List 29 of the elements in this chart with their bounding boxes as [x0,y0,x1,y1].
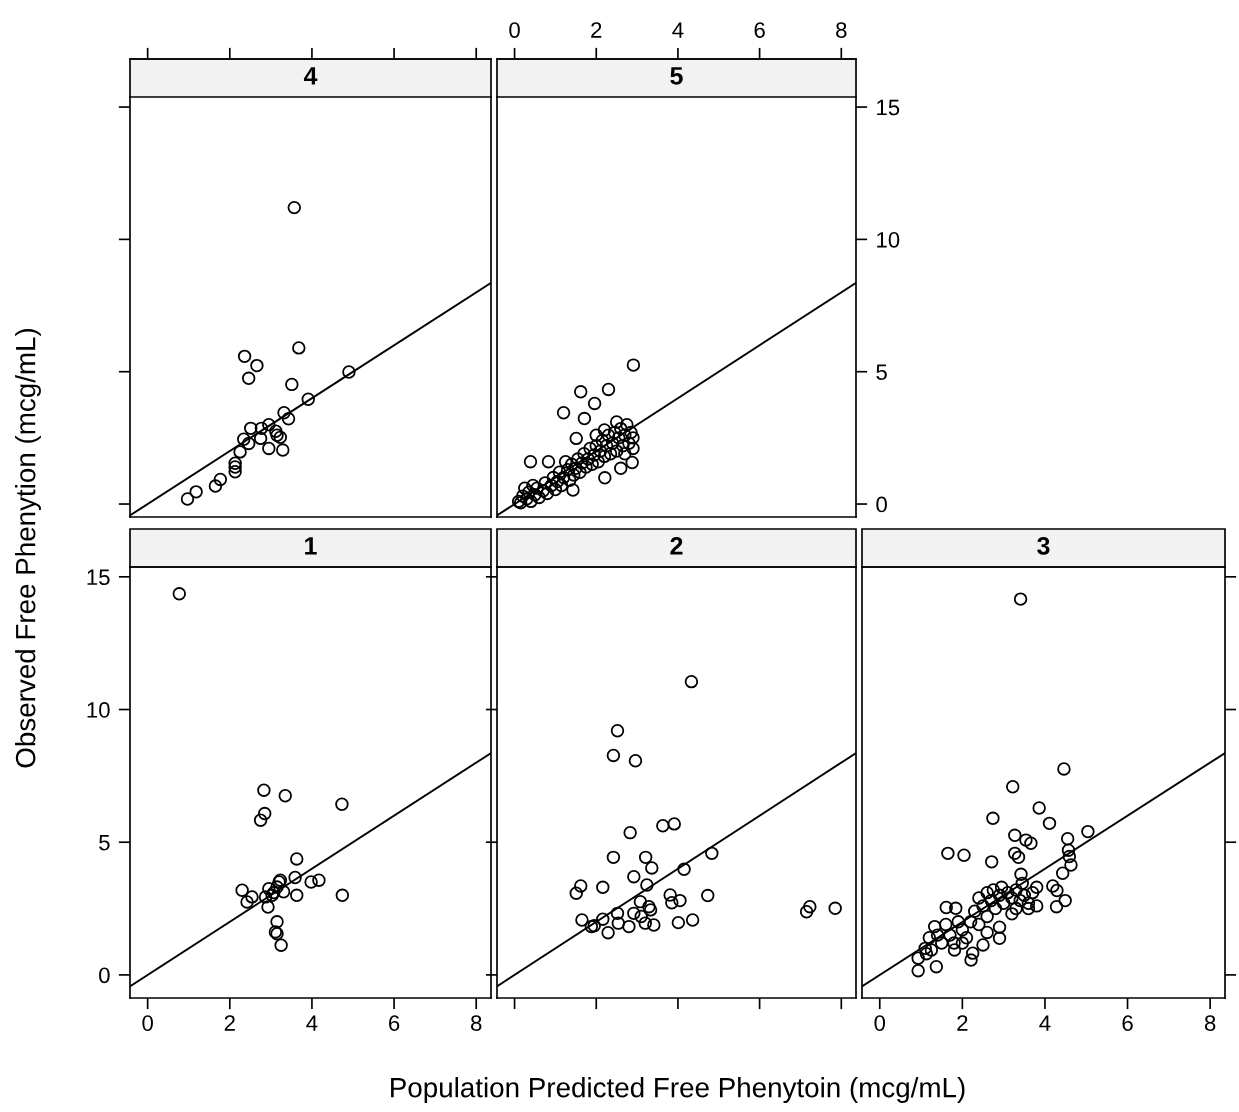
chart-title: 5 [670,67,683,85]
y-axis-title: Observed Free Phenytion (mcg/mL) [15,328,41,768]
x-tick-label: 8 [471,1015,482,1031]
y-tick-label: 0 [876,496,887,513]
x-tick-label: 2 [591,22,602,38]
x-tick-label: 8 [836,22,847,38]
x-tick-label: 6 [389,1015,400,1031]
y-tick-label: 10 [877,231,900,248]
x-tick-label: 4 [306,1015,318,1031]
chart-title: 3 [1037,537,1050,555]
chart-title: 1 [305,537,317,555]
x-tick-label: 2 [224,1015,235,1031]
chart-title: 4 [303,67,318,85]
chart-title: 2 [670,537,683,555]
x-tick-label: 8 [1204,1015,1216,1031]
x-tick-label: 4 [1039,1015,1051,1031]
x-tick-label: 0 [142,1015,153,1031]
x-tick-label: 6 [1122,1015,1133,1031]
y-tick-label: 15 [87,569,110,586]
x-tick-label: 0 [509,22,520,38]
x-tick-label: 6 [754,22,765,38]
y-tick-label: 10 [87,702,110,718]
y-tick-label: 5 [99,834,110,851]
y-tick-label: 15 [877,99,900,116]
y-tick-label: 5 [876,364,887,380]
x-tick-label: 4 [672,22,684,38]
y-tick-label: 0 [99,967,110,984]
x-tick-label: 2 [957,1015,968,1031]
x-axis-title: Population Predicted Free Phenytoin (mcg/mL) [391,1077,965,1103]
